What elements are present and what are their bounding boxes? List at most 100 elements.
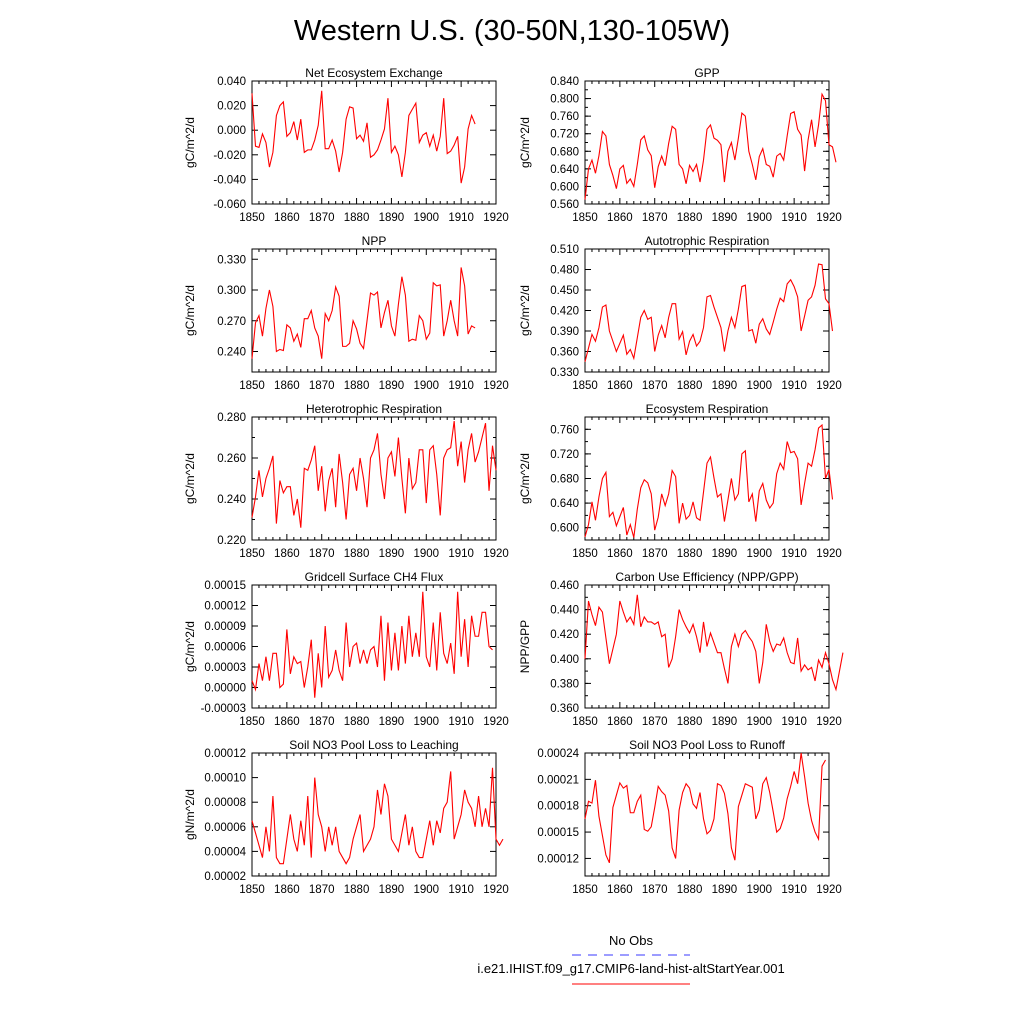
x-tick-label: 1900 [413, 380, 439, 392]
y-tick-label: 0.300 [217, 285, 246, 297]
x-tick-label: 1910 [781, 380, 807, 392]
y-tick-label: 0.440 [550, 605, 579, 617]
y-tick-label: 0.390 [550, 326, 579, 338]
plot-frame [251, 80, 497, 205]
x-tick-label: 1880 [677, 548, 703, 560]
x-tick-label: 1850 [572, 380, 598, 392]
series-line [584, 263, 834, 362]
plot-frame [251, 248, 497, 373]
y-tick-label: 0.00003 [204, 662, 246, 674]
y-tick-label: 0.840 [550, 76, 579, 88]
x-tick-label: 1890 [379, 380, 405, 392]
y-tick-label: 0.240 [217, 347, 246, 359]
y-tick-label: 0.480 [550, 265, 579, 277]
x-tick-label: 1900 [746, 884, 772, 896]
y-tick-label: 0.380 [550, 678, 579, 690]
y-tick-label: 0.00006 [204, 822, 246, 834]
x-tick-label: 1900 [746, 716, 772, 728]
x-tick-label: 1850 [572, 212, 598, 224]
panel-title: Net Ecosystem Exchange [305, 66, 443, 80]
x-tick-label: 1880 [677, 884, 703, 896]
y-tick-label: 0.00024 [537, 748, 579, 760]
plot-frame [584, 248, 830, 373]
y-tick-label: 0.00015 [204, 580, 246, 592]
x-tick-label: 1870 [642, 884, 668, 896]
series-line [251, 90, 476, 184]
y-tick-label: 0.020 [217, 101, 246, 113]
y-axis-label: gC/m^2/d [183, 453, 197, 504]
y-axis-label: gC/m^2/d [518, 117, 532, 168]
y-tick-label: 0.330 [217, 254, 246, 266]
y-tick-label: 0.280 [217, 412, 246, 424]
x-tick-label: 1890 [379, 884, 405, 896]
series-line [584, 423, 834, 538]
x-tick-label: 1890 [712, 884, 738, 896]
y-tick-label: 0.00012 [204, 601, 246, 613]
x-tick-label: 1850 [572, 884, 598, 896]
x-tick-label: 1870 [309, 212, 335, 224]
x-tick-label: 1850 [239, 212, 265, 224]
y-tick-label: 0.640 [550, 498, 579, 510]
x-tick-label: 1870 [309, 716, 335, 728]
x-tick-label: 1880 [677, 212, 703, 224]
x-tick-label: 1920 [816, 380, 842, 392]
x-tick-label: 1920 [816, 548, 842, 560]
y-tick-label: 0.400 [550, 654, 579, 666]
panel-title: GPP [694, 66, 719, 80]
x-tick-label: 1880 [344, 212, 370, 224]
series-line [584, 752, 826, 864]
y-tick-label: 0.800 [550, 94, 579, 106]
panel-title: Ecosystem Respiration [646, 402, 769, 416]
panel-soil-no3-pool-loss-to-runoff: Soil NO3 Pool Loss to Runoff 1850 1860 1870… [537, 738, 841, 896]
series-line [251, 267, 476, 359]
x-tick-label: 1880 [344, 548, 370, 560]
panel-title: Carbon Use Efficiency (NPP/GPP) [615, 570, 798, 584]
x-tick-label: 1920 [483, 884, 509, 896]
y-axis-label: gC/m^2/d [183, 117, 197, 168]
y-tick-label: 0.260 [217, 453, 246, 465]
x-tick-label: 1890 [379, 716, 405, 728]
legend-label-no-obs: No Obs [609, 933, 654, 948]
panel-title: Heterotrophic Respiration [306, 402, 442, 416]
y-tick-label: 0.040 [217, 76, 246, 88]
y-axis-label: gC/m^2/d [518, 285, 532, 336]
y-tick-label: 0.600 [550, 523, 579, 535]
x-tick-label: 1860 [274, 716, 300, 728]
figure-title: Western U.S. (30-50N,130-105W) [294, 15, 730, 47]
x-tick-label: 1880 [677, 716, 703, 728]
panel-carbon-use-efficiency-npp-gpp: Carbon Use Efficiency (NPP/GPP) 1850 1860 1… [518, 570, 844, 728]
y-tick-label: 0.00012 [204, 748, 246, 760]
x-tick-label: 1900 [413, 212, 439, 224]
y-tick-label: 0.450 [550, 285, 579, 297]
x-tick-label: 1880 [677, 380, 703, 392]
x-tick-label: 1920 [816, 212, 842, 224]
y-tick-label: 0.00000 [204, 683, 246, 695]
series-line [584, 594, 844, 692]
x-tick-label: 1890 [379, 212, 405, 224]
plot-frame [584, 80, 830, 205]
panel-npp: NPP 1850 1860 1870 1880 1890 1900 1910 1920 0.240… [183, 234, 509, 392]
y-tick-label: 0.680 [550, 146, 579, 158]
x-tick-label: 1900 [746, 380, 772, 392]
y-tick-label: 0.720 [550, 129, 579, 141]
y-tick-label: 0.720 [550, 449, 579, 461]
x-tick-label: 1890 [712, 716, 738, 728]
panel-net-ecosystem-exchange: Net Ecosystem Exchange 1850 1860 1870 1880 18… [183, 66, 509, 224]
y-tick-label: 0.00002 [204, 871, 246, 883]
x-tick-label: 1910 [448, 380, 474, 392]
x-tick-label: 1850 [239, 884, 265, 896]
x-tick-label: 1860 [607, 884, 633, 896]
y-tick-label: 0.360 [550, 703, 579, 715]
y-tick-label: 0.00018 [537, 801, 579, 813]
y-tick-label: 0.510 [550, 244, 579, 256]
x-tick-label: 1870 [642, 548, 668, 560]
x-tick-label: 1860 [607, 548, 633, 560]
panel-grid: Net Ecosystem Exchange 1850 1860 1870 1880 18… [183, 66, 844, 896]
panel-title: NPP [362, 234, 387, 248]
y-tick-label: 0.460 [550, 580, 579, 592]
y-tick-label: 0.240 [217, 494, 246, 506]
panel-autotrophic-respiration: Autotrophic Respiration 1850 1860 1870 1880 1… [518, 234, 842, 392]
x-tick-label: 1880 [344, 716, 370, 728]
y-tick-label: 0.00021 [537, 774, 579, 786]
